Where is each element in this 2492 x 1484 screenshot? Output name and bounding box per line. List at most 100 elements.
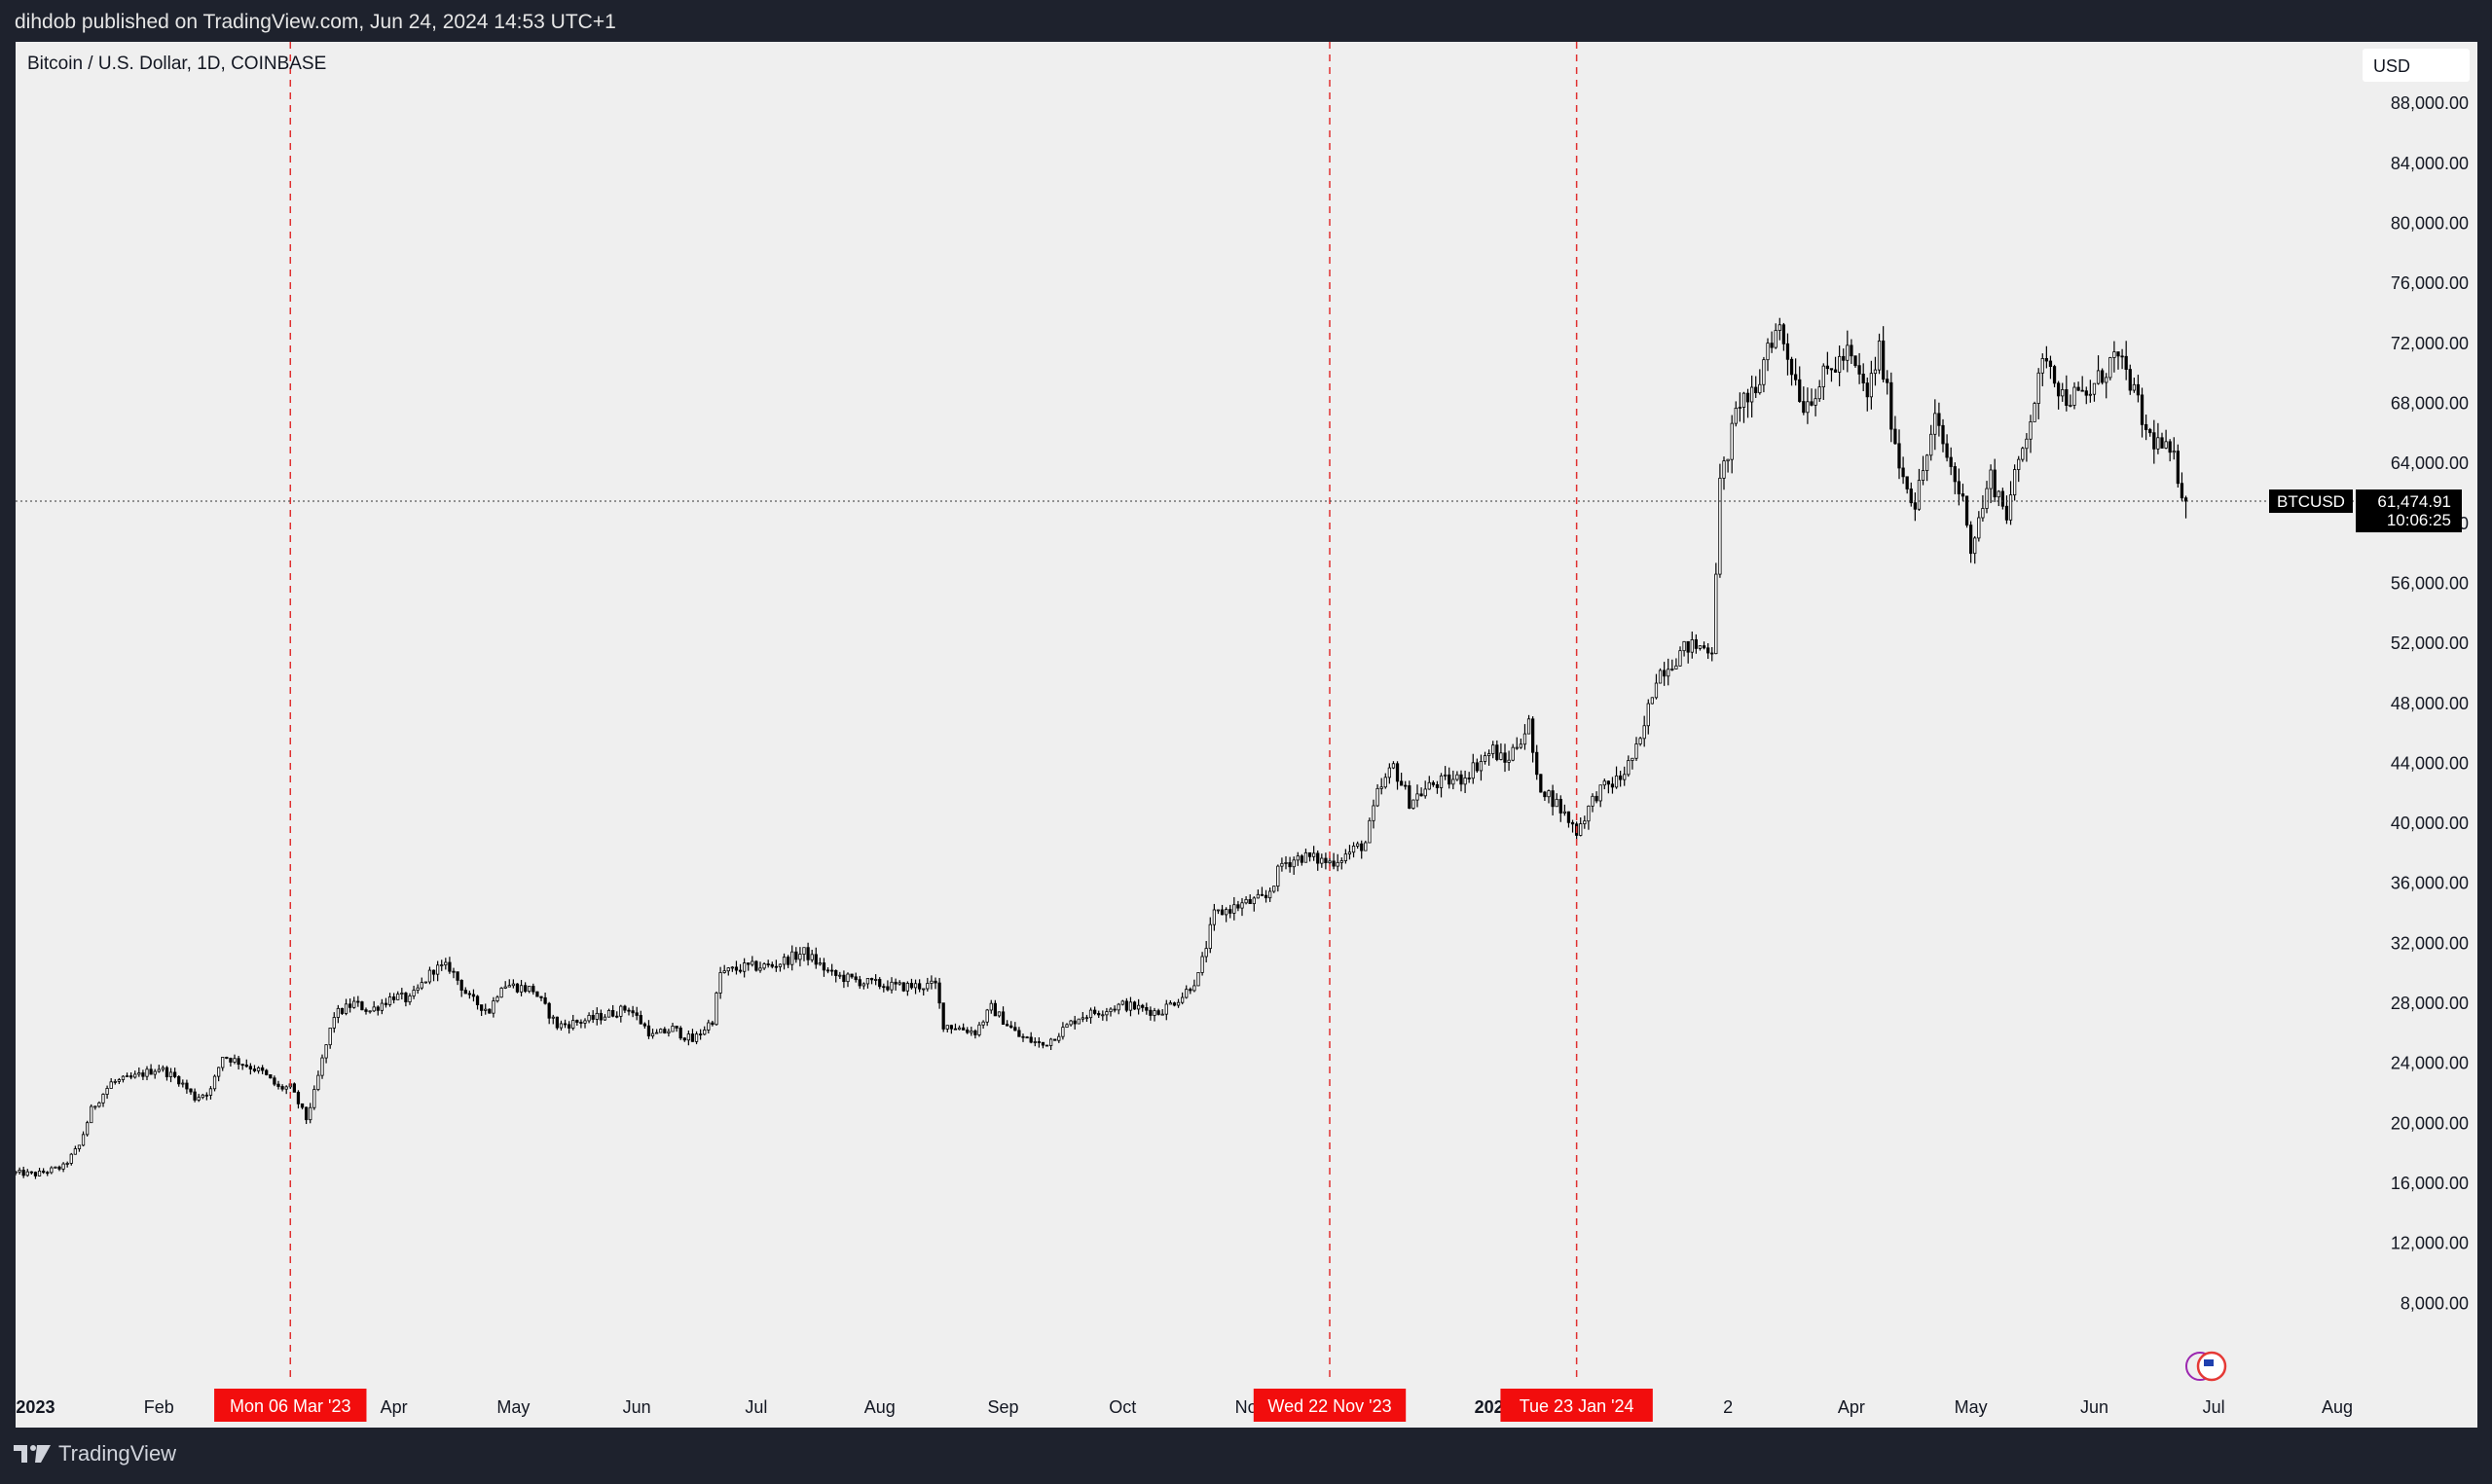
candle-body (519, 985, 524, 993)
candle-body (2061, 388, 2065, 397)
candle-body (1897, 443, 1901, 469)
candle-body (1865, 382, 1869, 398)
candle-body (1037, 1041, 1041, 1043)
x-tick-label: Aug (864, 1397, 896, 1417)
candle-body (507, 985, 511, 988)
candle-body (850, 973, 854, 978)
candle-body (484, 1008, 488, 1011)
candle-body (1555, 798, 1558, 808)
candle-body (221, 1057, 225, 1068)
candle-body (121, 1075, 126, 1080)
candle-body (61, 1163, 65, 1170)
candle-body (865, 978, 870, 985)
candle-body (1857, 365, 1861, 375)
x-tick-label: Jun (623, 1397, 651, 1417)
candle-body (1686, 640, 1690, 653)
candle-body (1168, 1002, 1172, 1005)
candle-body (1893, 428, 1897, 445)
candle-body (1594, 795, 1598, 802)
candle-body (2132, 383, 2136, 391)
candle-body (1905, 476, 1909, 489)
candle-body (782, 957, 787, 965)
candle-body (1419, 793, 1423, 797)
candle-body (1339, 860, 1343, 863)
x-tick-label: Jun (2080, 1397, 2108, 1417)
candle-body (256, 1067, 261, 1071)
candle-body (193, 1091, 197, 1101)
candle-body (1861, 374, 1865, 383)
candle-body (1993, 469, 1997, 498)
candle-body (2025, 438, 2029, 450)
candle-body (1073, 1020, 1077, 1025)
candle-body (1065, 1024, 1069, 1029)
candle-body (1244, 898, 1248, 904)
candle-body (834, 970, 838, 976)
candle-body (563, 1023, 568, 1026)
candle-body (1272, 886, 1276, 892)
y-tick-label: 64,000.00 (2391, 453, 2469, 473)
candle-body (1745, 392, 1750, 403)
candle-body (1810, 401, 1814, 406)
candle-body (1296, 855, 1300, 861)
candle-body (686, 1033, 690, 1041)
candle-body (2152, 432, 2156, 450)
candle-body (718, 972, 722, 994)
tradingview-logo[interactable]: TradingView (14, 1441, 176, 1466)
candle-body (1041, 1041, 1045, 1046)
candle-body (1814, 398, 1817, 406)
y-tick-label: 72,000.00 (2391, 334, 2469, 353)
candle-body (237, 1058, 240, 1066)
candle-body (212, 1075, 217, 1090)
marker-date-label: Tue 23 Jan '24 (1520, 1396, 1634, 1416)
candle-body (1141, 1004, 1145, 1008)
candle-body (1368, 819, 1372, 844)
candle-body (1444, 774, 1448, 777)
candle-body (1921, 470, 1925, 481)
candle-body (423, 981, 427, 984)
candle-body (1411, 799, 1415, 809)
candle-body (726, 967, 730, 972)
candle-body (1471, 762, 1475, 779)
candle-body (1766, 343, 1770, 361)
candle-body (699, 1033, 703, 1036)
candle-body (568, 1024, 571, 1029)
candle-body (1264, 894, 1268, 899)
candle-body (14, 1171, 18, 1174)
candle-body (452, 970, 456, 973)
candle-body (1781, 324, 1785, 344)
candle-body (1817, 386, 1821, 400)
candle-body (368, 1010, 372, 1013)
candle-body (1842, 355, 1846, 361)
candle-body (575, 1020, 579, 1023)
candle-body (524, 985, 528, 993)
y-tick-label: 20,000.00 (2391, 1113, 2469, 1133)
candle-body (37, 1170, 42, 1176)
candle-body (1869, 373, 1873, 398)
candle-body (328, 1028, 332, 1046)
candle-body (309, 1106, 312, 1121)
candle-body (1981, 508, 1985, 519)
candle-body (1189, 989, 1192, 992)
chart-title: Bitcoin / U.S. Dollar, 1D, COINBASE (27, 54, 327, 74)
candle-body (261, 1067, 265, 1071)
candle-body (1507, 759, 1511, 763)
candle-body (1009, 1025, 1013, 1029)
candle-body (890, 981, 894, 991)
candle-body (1762, 359, 1766, 385)
candle-body (922, 988, 926, 991)
candle-body (1531, 718, 1535, 753)
candle-body (197, 1097, 201, 1101)
candle-body (2120, 355, 2124, 358)
candle-body (2128, 369, 2132, 391)
candle-body (324, 1044, 328, 1059)
candle-body (794, 951, 798, 960)
candle-body (1475, 762, 1479, 772)
candle-body (436, 964, 440, 975)
candle-body (1663, 670, 1667, 677)
flag-canton (2204, 1359, 2214, 1366)
candle-body (1825, 365, 1829, 370)
candle-body (842, 974, 846, 983)
candle-body (1105, 1011, 1109, 1016)
price-chart[interactable]: USD 88,000.00 84,000.00 80,000.00 76,000.00 7… (14, 42, 2477, 1428)
candle-body (25, 1171, 29, 1176)
